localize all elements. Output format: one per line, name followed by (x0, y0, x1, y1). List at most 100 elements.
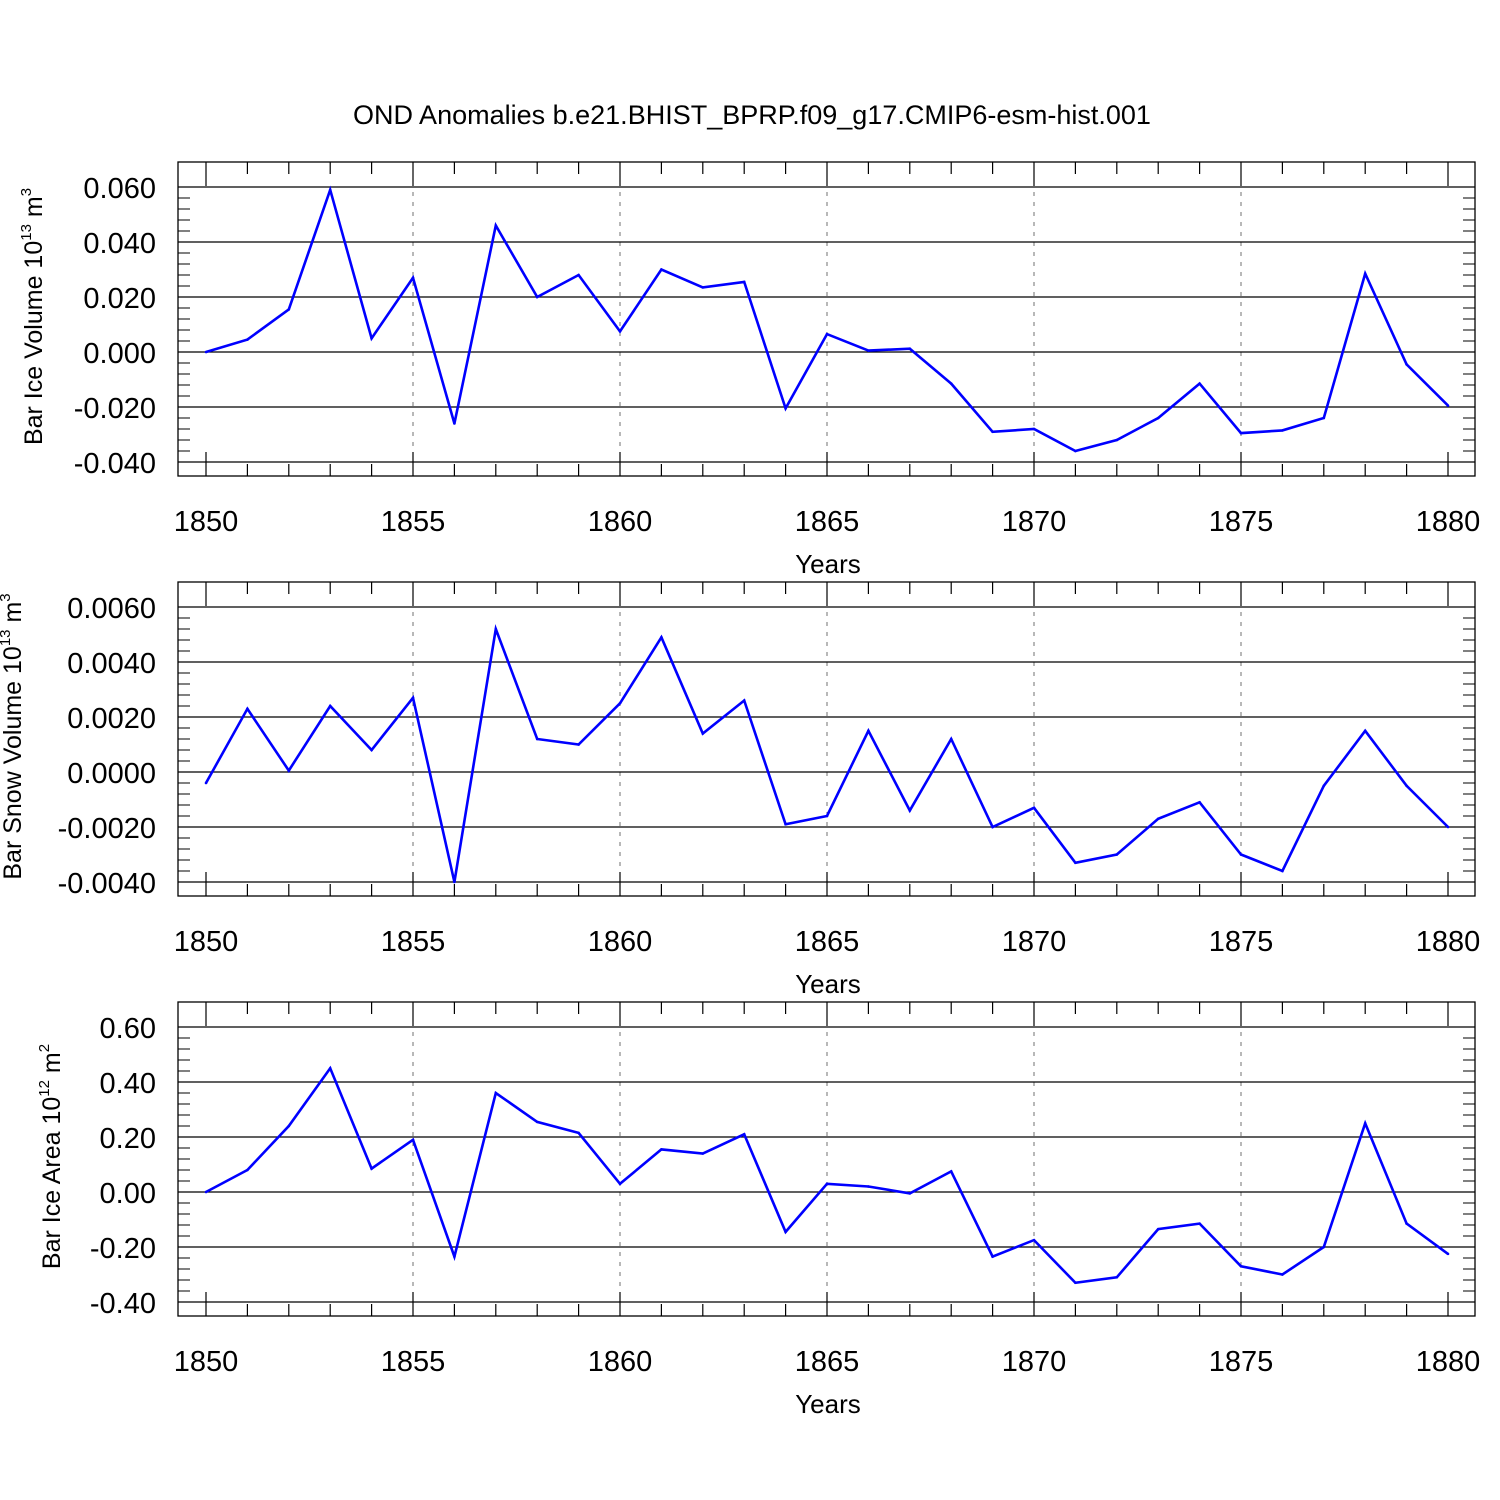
y-tick-label: 0.040 (83, 228, 156, 260)
data-point (1115, 1275, 1119, 1279)
y-axis-label-unit: m (0, 602, 27, 630)
data-point (660, 268, 663, 271)
data-point (453, 422, 456, 425)
data-point (287, 769, 291, 772)
x-tick-label: 1865 (795, 1346, 860, 1378)
data-point (1156, 416, 1160, 420)
y-tick-label: 0.0040 (67, 648, 156, 680)
x-tick-label: 1880 (1416, 926, 1481, 958)
data-point (1281, 869, 1284, 873)
data-point (287, 308, 291, 311)
data-point (1115, 853, 1119, 856)
data-point (1239, 853, 1243, 856)
data-point (1239, 1264, 1243, 1268)
data-point (1446, 825, 1450, 829)
y-axis-label-exponent: 13 (0, 629, 14, 646)
data-point (908, 347, 912, 351)
x-axis-label: Years (795, 1389, 861, 1419)
x-tick-label: 1855 (381, 1346, 446, 1378)
data-point (328, 188, 332, 192)
data-point (825, 1182, 829, 1186)
y-tick-label: 0.0060 (67, 593, 156, 625)
data-point (908, 1192, 912, 1195)
y-axis-label: Bar Ice Volume 1013 m3 (18, 188, 48, 445)
data-point (1032, 427, 1036, 431)
x-tick-label: 1855 (381, 926, 446, 958)
data-point (577, 743, 580, 746)
y-axis-label-unit: m (20, 196, 48, 224)
y-tick-label: -0.020 (74, 393, 156, 425)
data-point (1115, 438, 1119, 442)
y-axis-label-unit-exponent: 3 (0, 593, 14, 601)
series-line (205, 185, 1449, 453)
figure-title: OND Anomalies b.e21.BHIST_BPRP.f09_g17.C… (353, 100, 1151, 130)
x-tick-label: 1860 (588, 1346, 653, 1378)
data-point (411, 696, 415, 700)
data-point (1405, 1222, 1408, 1225)
data-point (246, 1168, 249, 1172)
x-tick-label: 1865 (795, 506, 860, 538)
data-point (1239, 431, 1243, 435)
y-axis-label-text: Bar Ice Volume 10 (20, 241, 48, 445)
data-point (204, 350, 208, 354)
data-point (1363, 1121, 1367, 1125)
data-point (1405, 363, 1408, 366)
x-tick-label: 1865 (795, 926, 860, 958)
data-point (1322, 784, 1326, 788)
data-point (949, 737, 953, 741)
data-point (1074, 449, 1077, 453)
data-point (1363, 272, 1367, 275)
data-point (577, 273, 580, 277)
plot-frame (177, 161, 1476, 477)
y-axis-label: Bar Snow Volume 1013 m3 (0, 593, 27, 879)
data-point (991, 1255, 994, 1258)
data-point (825, 332, 829, 336)
data-point (1156, 1227, 1160, 1231)
data-point (949, 382, 953, 385)
y-axis-label-unit-exponent: 3 (18, 188, 35, 196)
y-tick-label: -0.040 (74, 448, 156, 480)
x-tick-label: 1870 (1002, 926, 1067, 958)
data-point (1074, 1281, 1077, 1285)
chart-panel-1: -0.040 -0.020 0.000 0.020 0.040 0.060 1850 1855… (18, 161, 1481, 579)
x-tick-label: 1880 (1416, 506, 1481, 538)
y-tick-label: -0.0020 (58, 813, 156, 845)
x-axis-label: Years (795, 549, 861, 579)
data-point (742, 280, 746, 284)
data-point (867, 729, 870, 733)
data-point (494, 1091, 498, 1095)
y-tick-label: 0.0000 (67, 758, 156, 790)
data-point (784, 822, 787, 826)
x-axis-label: Years (795, 969, 861, 999)
data-point (949, 1170, 953, 1173)
y-axis-label-exponent: 13 (18, 224, 35, 241)
data-point (1074, 861, 1077, 865)
data-point (328, 1066, 332, 1070)
x-tick-label: 1860 (588, 926, 653, 958)
panels: -0.040 -0.020 0.000 0.020 0.040 0.060 1850 1855… (0, 161, 1481, 1419)
x-tick-label: 1850 (174, 926, 239, 958)
y-tick-label: 0.40 (100, 1068, 156, 1100)
data-point (246, 707, 249, 711)
data-point (370, 336, 373, 340)
data-point (867, 349, 870, 352)
y-tick-label: 0.060 (83, 173, 156, 205)
data-point (1032, 1238, 1036, 1242)
data-point (535, 1120, 539, 1124)
y-tick-label: 0.000 (83, 338, 156, 370)
data-point (494, 627, 498, 631)
data-point (867, 1185, 870, 1188)
data-point (453, 1255, 456, 1258)
data-point (1446, 404, 1450, 407)
data-point (784, 407, 787, 410)
x-tick-label: 1880 (1416, 1346, 1481, 1378)
data-point (287, 1124, 291, 1128)
data-point (1281, 429, 1284, 432)
y-tick-label: 0.0020 (67, 703, 156, 735)
data-point (411, 1138, 415, 1142)
x-tick-label: 1870 (1002, 1346, 1067, 1378)
data-point (1156, 817, 1160, 821)
x-tick-label: 1860 (588, 506, 653, 538)
data-point (1405, 784, 1408, 788)
data-point (742, 1132, 746, 1136)
